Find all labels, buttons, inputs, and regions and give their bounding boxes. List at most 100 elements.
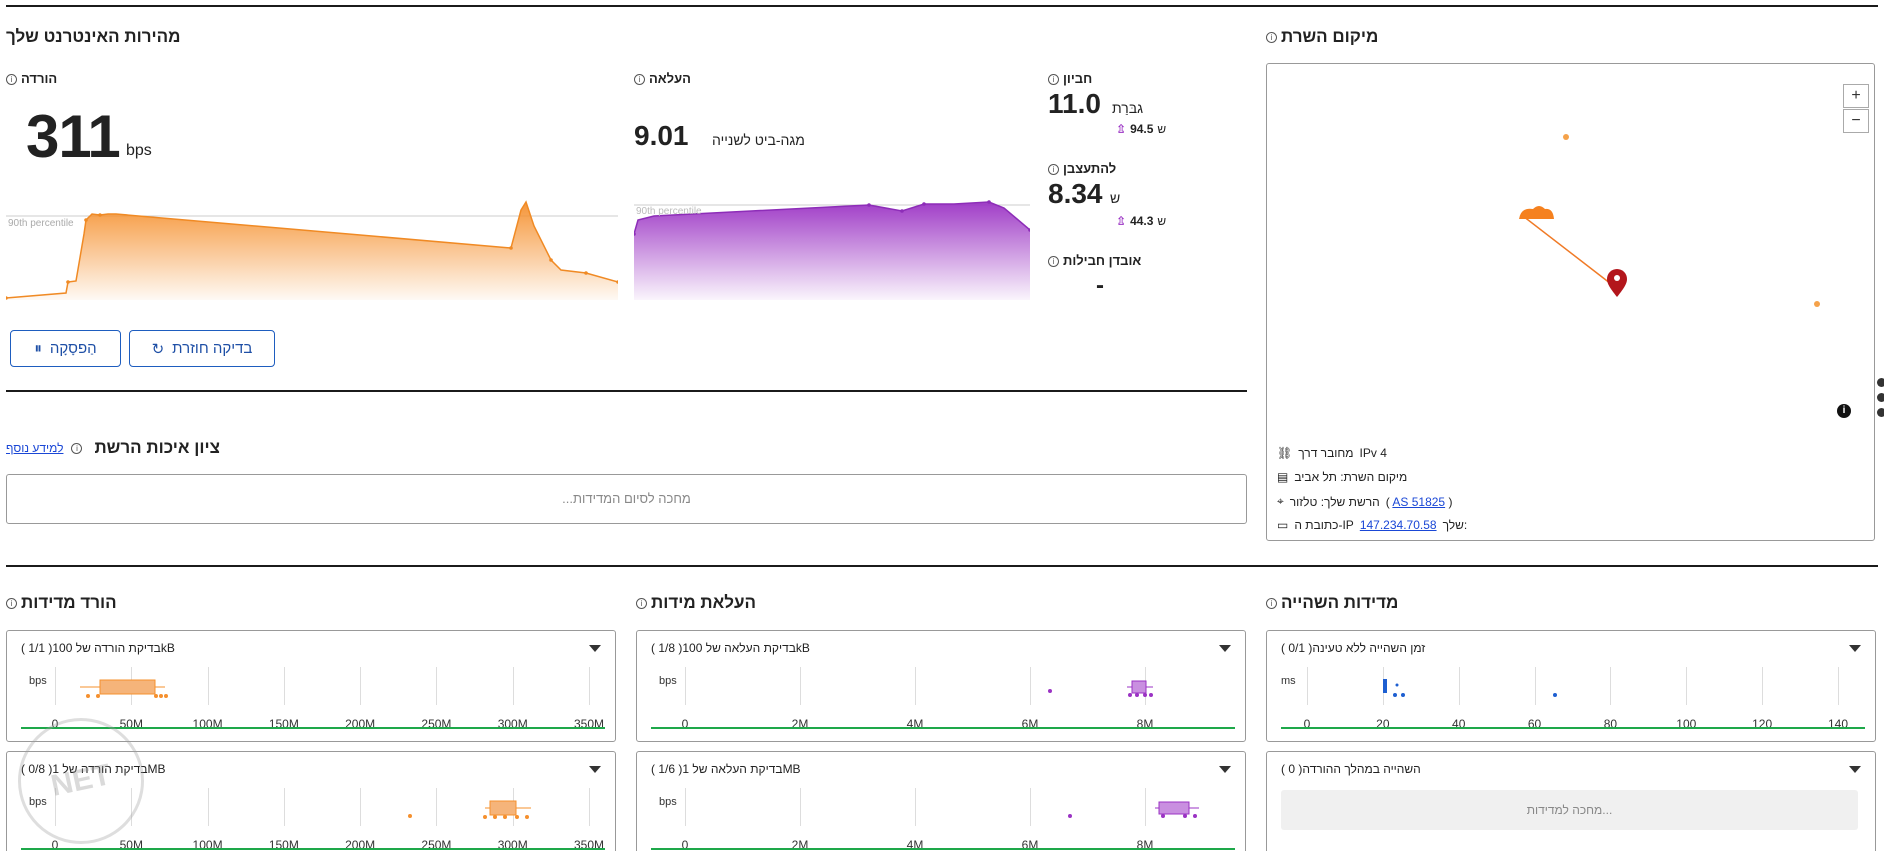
upload-measurements-title: העלאת מידות i xyxy=(636,593,756,613)
network-quality-title: ציון איכות הרשת i למידע נוסף xyxy=(6,438,220,458)
zoom-out-button[interactable]: − xyxy=(1843,109,1869,133)
info-icon[interactable]: i xyxy=(1048,164,1059,176)
as-number-link[interactable]: AS 51825 xyxy=(1392,494,1446,509)
gridline xyxy=(685,788,686,826)
upload-unit: מגה-ביט לשנייה xyxy=(712,132,805,148)
download-label: הורדה i xyxy=(6,71,57,86)
more-info-link[interactable]: למידע נוסף xyxy=(6,441,64,455)
boxplot xyxy=(1068,801,1199,818)
axis-tick-label: 2M xyxy=(791,838,809,851)
axis-unit: bps xyxy=(29,796,47,808)
upload-100kb-card[interactable]: ( 1/8 )בדיקת העלאה של 100kB bps 0 2M 4M 6M 8… xyxy=(636,630,1246,742)
download-label-text: הורדה xyxy=(21,71,58,86)
axis-unit: ms xyxy=(1281,675,1296,687)
network-quality-title-text: ציון איכות הרשת xyxy=(94,438,220,457)
download-area xyxy=(6,202,618,300)
axis-tick-label: 0 xyxy=(51,717,59,731)
latency-unit: גבּרַת xyxy=(1112,100,1144,116)
upload-arrow-icon: ⇫ xyxy=(1116,122,1127,136)
boxplot xyxy=(80,679,168,698)
gridline xyxy=(1610,667,1612,705)
zoom-in-button[interactable]: + xyxy=(1843,84,1869,108)
network-quality-waiting: ...מחכה לסיום המדידות xyxy=(562,491,691,506)
side-handle[interactable] xyxy=(1877,378,1884,424)
axis-tick-label: 0 xyxy=(681,838,689,851)
quality-line xyxy=(651,848,1235,850)
server-icon: ▤ xyxy=(1277,470,1289,484)
latency-download-card[interactable]: ( 0 )השהייה במהלך ההורדה ...מחכה למדידות xyxy=(1266,751,1876,851)
info-icon[interactable]: i xyxy=(1266,598,1277,610)
retest-button[interactable]: בדיקה חוזרת ↻ xyxy=(129,330,275,367)
jitter-label-text: להתעצבן xyxy=(1063,161,1117,176)
chevron-down-icon[interactable] xyxy=(1849,766,1861,773)
gridline xyxy=(360,667,362,705)
pause-icon: ⏸ xyxy=(34,340,42,357)
jitter-unit: ש xyxy=(1110,190,1121,206)
card-title: ( 1/6 )בדיקת העלאה של 1MB xyxy=(651,762,801,776)
axis-tick-label: 4M xyxy=(906,838,924,851)
axis-tick-label: 250M xyxy=(421,838,452,851)
axis-tick-label: 350M xyxy=(573,838,605,851)
axis-tick-label: 150M xyxy=(268,838,299,851)
jitter-value: 8.34 xyxy=(1048,178,1103,209)
info-icon[interactable]: i xyxy=(6,598,17,610)
gridline xyxy=(915,788,916,826)
chevron-down-icon[interactable] xyxy=(589,645,601,652)
upload-arrow-icon: ⇫ xyxy=(1116,214,1127,228)
connected-via-label: מחובר דרך xyxy=(1298,446,1354,460)
chevron-down-icon[interactable] xyxy=(1219,645,1231,652)
download-measurements-title: הורד מדידות i xyxy=(6,593,117,613)
gridline xyxy=(589,667,590,705)
info-icon[interactable]: i xyxy=(634,74,645,86)
gridline xyxy=(131,788,133,826)
gridline xyxy=(1534,667,1536,705)
info-icon[interactable]: i xyxy=(1266,32,1277,44)
gridline xyxy=(55,667,56,705)
card-title: ( 0/1 )זמן השהייה ללא טעינה xyxy=(1281,641,1426,655)
latency-measurements-title: מדידות השהייה i xyxy=(1266,593,1398,613)
axis: 0 2M 4M 6M 8M xyxy=(682,788,1153,851)
latency-unloaded-card[interactable]: ( 0/1 )זמן השהייה ללא טעינה ms 0 20 40 60 80… xyxy=(1266,630,1876,742)
network-icon: ⛓ xyxy=(1277,446,1293,460)
info-icon[interactable]: i xyxy=(1048,74,1059,86)
gridline xyxy=(360,788,362,826)
pause-button[interactable]: הַפסָקָה ⏸ xyxy=(10,330,121,367)
quality-line xyxy=(21,848,605,850)
download-1mb-card[interactable]: ( 0/8 )בדיקת הורדה של 1MB bps 0 50M 100M 15… xyxy=(6,751,616,851)
connection-line xyxy=(1522,215,1616,288)
axis-tick-label: 0 xyxy=(1303,717,1311,731)
map-attribution-icon[interactable]: i xyxy=(1837,404,1851,418)
top-divider xyxy=(6,5,1878,7)
upload-1mb-card[interactable]: ( 1/6 )בדיקת העלאה של 1MB bps 0 2M 4M 6M 8M xyxy=(636,751,1246,851)
gridline xyxy=(512,667,514,705)
gridline xyxy=(55,788,56,826)
pause-button-label: הַפסָקָה xyxy=(49,340,97,357)
info-icon[interactable]: i xyxy=(636,598,647,610)
packet-loss-value: - xyxy=(1096,272,1104,299)
chevron-down-icon[interactable] xyxy=(1219,766,1231,773)
info-icon[interactable]: i xyxy=(1048,256,1059,268)
latency-measurements-text: מדידות השהייה xyxy=(1281,593,1399,612)
ip-address-link[interactable]: 147.234.70.58 xyxy=(1359,518,1437,532)
server-map[interactable]: + − i ⛓ מחובר דרך IPv 4 ▤ מיקום השרת: תל… xyxy=(1266,63,1875,541)
axis-tick-label: 6M xyxy=(1021,838,1039,851)
download-100kb-card[interactable]: ( 1/1 )בדיקת הורדה של 100kB bps 0 50M 100M… xyxy=(6,630,616,742)
card-title: ( 1/1 )בדיקת הורדה של 100kB xyxy=(21,641,175,655)
packet-loss-label-text: אובדן חבילות xyxy=(1063,253,1142,268)
chevron-down-icon[interactable] xyxy=(589,766,601,773)
latency-loaded: ⇫ 94.5 ש xyxy=(1116,122,1166,136)
axis-tick-label: 8M xyxy=(1136,838,1154,851)
info-icon[interactable]: i xyxy=(6,74,17,86)
server-location-text: מיקום השרת: תל אביב xyxy=(1294,470,1408,484)
retest-button-label: בדיקה חוזרת xyxy=(172,340,253,357)
upload-label: העלאה i xyxy=(634,71,691,86)
map-dot xyxy=(1563,134,1569,140)
axis: 0 50M 100M 150M 200M 250M 300M 350M xyxy=(52,788,604,851)
quality-line xyxy=(1281,727,1865,729)
gridline xyxy=(207,667,209,705)
chevron-down-icon[interactable] xyxy=(1849,645,1861,652)
info-icon[interactable]: i xyxy=(71,442,83,454)
refresh-icon: ↻ xyxy=(151,340,165,358)
gridline xyxy=(436,667,438,705)
download-measurements-text: הורד מדידות xyxy=(21,593,117,612)
